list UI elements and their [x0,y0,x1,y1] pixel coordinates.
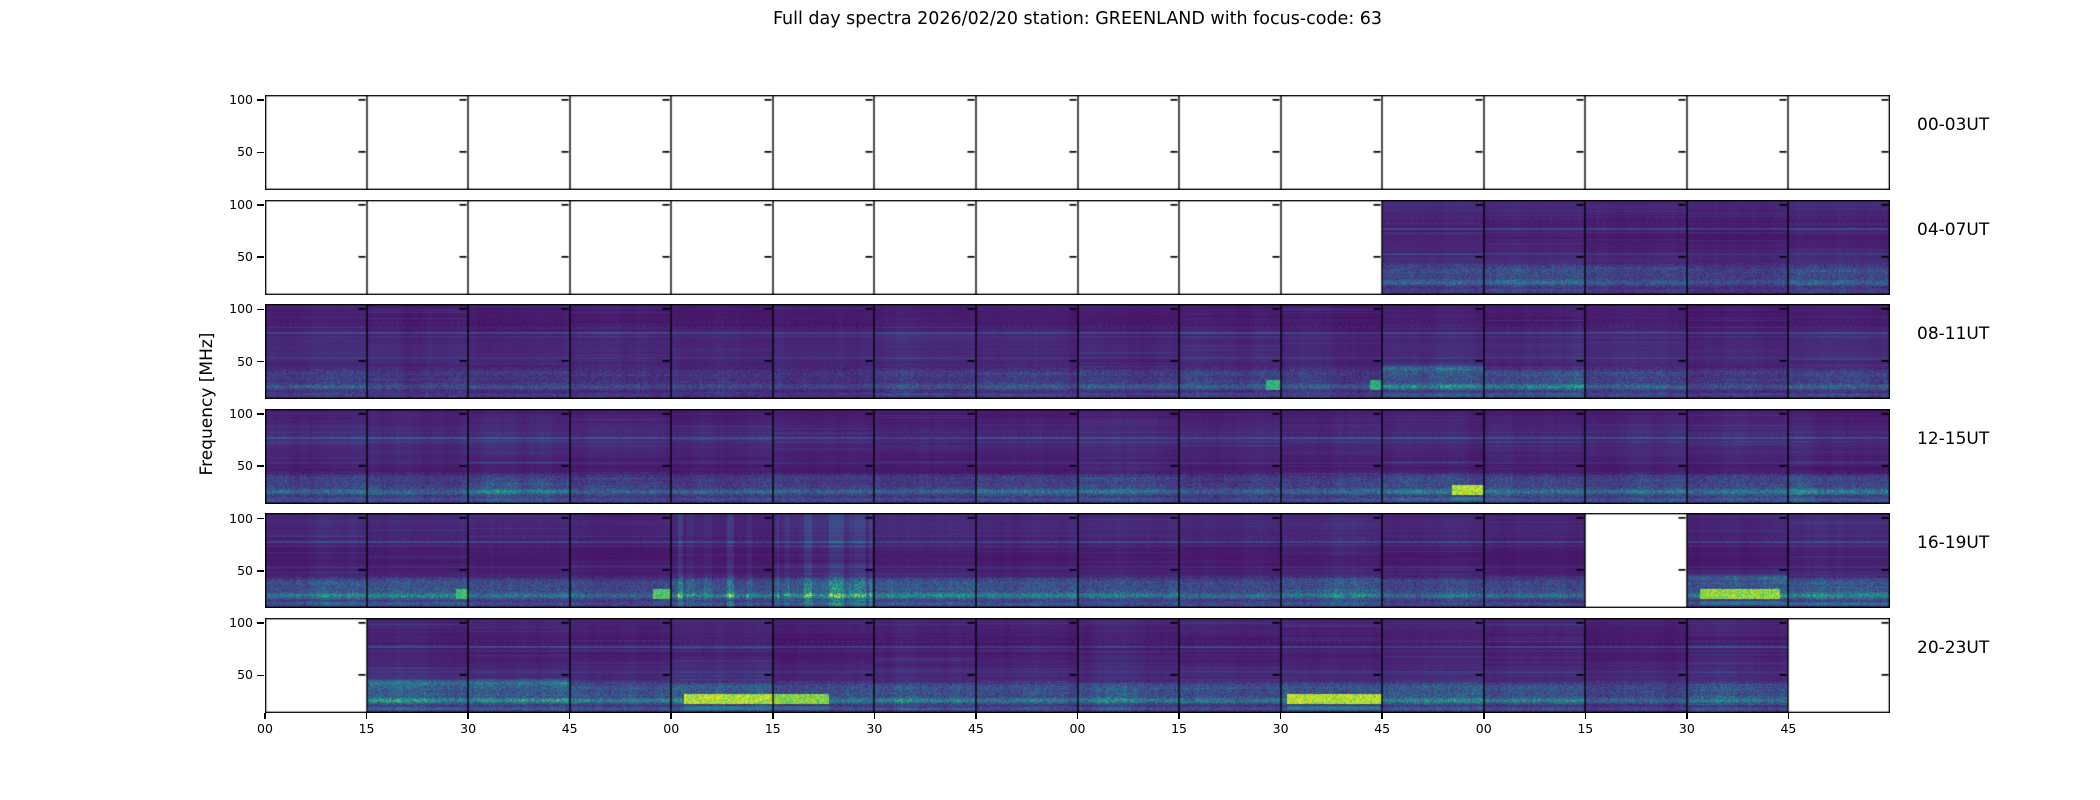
y-tick-mark [257,151,264,154]
spectrogram-row-08-11UT: 100 50 [229,302,1890,400]
x-tick-label: 00 [1475,721,1492,736]
y-tick-label: 100 [229,615,253,631]
y-tick-mark [257,204,264,206]
y-tick-label: 50 [237,353,253,369]
x-tick-mark [1584,713,1587,719]
y-tick-mark [257,570,264,572]
x-tick-mark [1787,713,1790,719]
y-tick-mark [257,99,264,102]
x-tick-mark [467,713,469,719]
x-tick-mark [670,713,673,719]
x-tick-label: 00 [257,721,273,736]
y-tick-mark [257,308,264,311]
x-tick-label: 45 [561,721,578,736]
y-tick-label: 100 [229,510,253,526]
spectrogram-row-20-23UT: 100 50 [229,616,1890,713]
x-tick-mark [365,713,368,719]
y-tick-mark [257,674,264,677]
row-time-label: 16-19UT [1917,533,1990,554]
x-tick-label: 45 [1780,721,1797,736]
x-tick-mark [1482,713,1485,719]
x-tick-mark [772,713,774,719]
y-tick-label: 50 [237,458,253,474]
y-tick-mark [257,256,264,258]
row-time-label: 00-03UT [1917,115,1990,135]
y-tick-label: 50 [237,667,253,683]
row-time-label: 04-07UT [1917,219,1990,240]
y-tick-label: 50 [237,144,253,160]
x-tick-mark [1076,713,1079,719]
spectrogram-canvas-08-11UT [265,304,1890,400]
x-tick-label: 30 [866,721,883,736]
y-tick-mark [257,517,264,520]
spectrogram-row-00-03UT: 100 50 [229,93,1890,190]
spectrogram-row-16-19UT: 100 50 [229,511,1890,609]
spectrogram-canvas-00-03UT [265,95,1890,190]
x-tick-label: 00 [663,721,680,736]
spectrogram-row-04-07UT: 100 50 [229,197,1890,295]
x-tick-mark [1686,713,1688,719]
x-tick-label: 15 [1577,721,1594,736]
x-tick-label: 30 [1272,721,1289,736]
y-tick-label: 50 [237,249,253,265]
x-tick-mark [264,713,266,719]
spectrogram-canvas-04-07UT [265,199,1890,295]
spectrogram-canvas-20-23UT [265,618,1890,713]
y-tick-label: 100 [229,406,253,422]
row-time-label: 20-23UT [1917,638,1990,658]
spectrogram-row-12-15UT: 100 50 [229,407,1890,504]
row-time-label: 12-15UT [1917,428,1990,449]
x-tick-label: 00 [1069,721,1086,736]
y-tick-label: 50 [237,562,253,578]
spectrogram-canvas-12-15UT [265,408,1890,504]
x-tick-label: 45 [1374,721,1391,736]
x-tick-mark [1279,713,1282,719]
chart-title: Full day spectra 2026/02/20 station: GRE… [772,9,1383,29]
x-tick-label: 45 [967,721,984,736]
x-tick-mark [975,713,977,719]
x-tick-mark [1178,713,1180,719]
x-tick-mark [1381,713,1383,719]
x-tick-label: 15 [764,721,781,736]
x-tick-label: 30 [460,721,477,736]
y-tick-label: 100 [229,301,253,317]
x-tick-mark [873,713,876,719]
x-tick-label: 15 [358,721,375,736]
x-tick-label: 30 [1678,721,1695,736]
row-time-label: 08-11UT [1917,324,1990,345]
x-tick-mark [568,713,571,719]
spectrogram-canvas-16-19UT [265,513,1890,609]
y-tick-mark [257,622,264,625]
y-tick-mark [257,413,264,415]
x-tick-label: 15 [1171,721,1188,736]
y-tick-mark [257,465,264,468]
y-tick-mark [257,360,264,363]
y-tick-label: 100 [229,92,253,108]
y-tick-label: 100 [229,196,253,212]
